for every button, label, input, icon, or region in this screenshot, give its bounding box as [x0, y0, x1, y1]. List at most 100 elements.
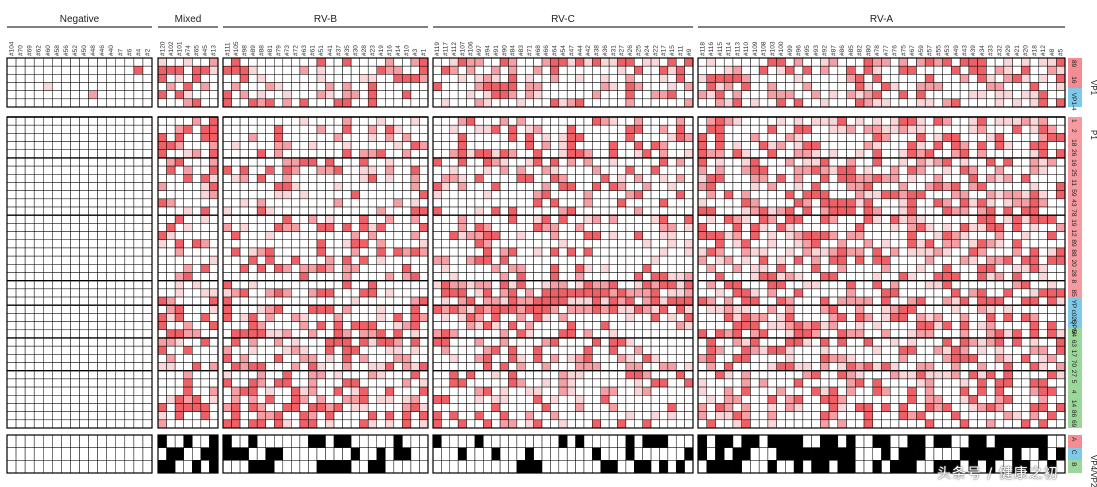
heatmap-cell	[449, 198, 459, 208]
heatmap-cell	[200, 378, 210, 388]
heatmap-cell	[52, 214, 62, 224]
heatmap-cell	[541, 419, 551, 429]
heatmap-cell	[97, 386, 107, 396]
heatmap-cell	[88, 90, 98, 100]
heatmap-cell	[157, 190, 167, 200]
heatmap-cell	[33, 133, 44, 142]
heatmap-cell	[231, 165, 241, 175]
heatmap-cell	[200, 296, 210, 306]
heatmap-cell	[1021, 239, 1031, 249]
heatmap-cell	[142, 74, 153, 83]
heatmap-cell	[1029, 206, 1040, 216]
heatmap-cell	[441, 304, 451, 314]
heatmap-cell	[124, 419, 135, 429]
heatmap-cell	[24, 98, 35, 108]
heatmap-cell	[6, 329, 17, 339]
heatmap-cell	[239, 124, 249, 134]
column-label: #118	[699, 42, 706, 56]
heatmap-cell	[533, 280, 543, 290]
heatmap-cell	[732, 90, 742, 100]
heatmap-cell	[600, 165, 610, 175]
heatmap-cell	[758, 231, 769, 241]
heatmap-cell	[474, 434, 484, 448]
heatmap-cell	[508, 329, 518, 339]
heatmap-cell	[97, 149, 107, 159]
heatmap-cell	[697, 239, 707, 249]
heatmap-cell	[566, 149, 576, 159]
heatmap-cell	[359, 378, 369, 388]
heatmap-cell	[642, 395, 652, 404]
heatmap-cell	[256, 370, 266, 380]
heatmap-cell	[157, 264, 167, 273]
heatmap-cell	[350, 370, 360, 380]
heatmap-cell	[732, 141, 742, 150]
heatmap-cell	[333, 198, 343, 208]
heatmap-cell	[166, 239, 176, 249]
heatmap-cell	[750, 74, 760, 83]
heatmap-cell	[88, 239, 98, 249]
heatmap-cell	[274, 157, 284, 167]
heatmap-cell	[516, 149, 526, 159]
heatmap-cell	[342, 370, 352, 380]
heatmap-cell	[466, 133, 476, 142]
heatmap-cell	[70, 165, 80, 175]
heatmap-cell	[106, 65, 117, 75]
heatmap-cell	[907, 239, 917, 249]
heatmap-cell	[525, 247, 534, 257]
heatmap-cell	[706, 149, 716, 159]
heatmap-cell	[811, 231, 821, 241]
heatmap-cell	[558, 329, 568, 339]
heatmap-cell	[986, 239, 996, 249]
heatmap-cell	[667, 65, 677, 75]
heatmap-cell	[855, 165, 865, 175]
heatmap-cell	[106, 223, 117, 232]
heatmap-cell	[715, 116, 725, 126]
heatmap-cell	[115, 90, 126, 100]
heatmap-cell	[516, 124, 526, 134]
heatmap-cell	[474, 223, 484, 232]
heatmap-cell	[767, 190, 777, 200]
heatmap-cell	[828, 82, 839, 91]
heatmap-cell	[333, 90, 343, 100]
heatmap-cell	[785, 223, 795, 232]
heatmap-cell	[432, 116, 442, 126]
heatmap-cell	[265, 239, 275, 249]
heatmap-cell	[466, 82, 476, 91]
heatmap-cell	[166, 90, 176, 100]
heatmap-cell	[951, 264, 961, 273]
heatmap-cell	[359, 280, 369, 290]
heatmap-cell	[24, 329, 35, 339]
heatmap-cell	[70, 223, 80, 232]
heatmap-cell	[667, 370, 677, 380]
heatmap-cell	[24, 447, 35, 461]
heatmap-cell	[583, 395, 593, 404]
heatmap-cell	[342, 419, 352, 429]
heatmap-cell	[667, 460, 677, 474]
heatmap-cell	[192, 345, 202, 355]
heatmap-cell	[350, 214, 360, 224]
heatmap-cell	[566, 378, 576, 388]
heatmap-cell	[499, 116, 509, 126]
heatmap-cell	[608, 98, 618, 108]
heatmap-cell	[1012, 90, 1022, 100]
heatmap-cell	[684, 288, 694, 298]
heatmap-cell	[667, 313, 677, 322]
heatmap-cell	[174, 460, 184, 474]
heatmap-cell	[61, 272, 71, 281]
heatmap-cell	[166, 280, 176, 290]
heatmap-cell	[274, 255, 284, 265]
heatmap-cell	[183, 57, 193, 67]
heatmap-cell	[124, 403, 135, 412]
heatmap-cell	[907, 133, 917, 142]
heatmap-cell	[457, 57, 467, 67]
column-label: #54	[560, 45, 567, 56]
heatmap-cell	[872, 116, 882, 126]
heatmap-cell	[88, 231, 98, 241]
heatmap-cell	[575, 280, 585, 290]
heatmap-cell	[697, 280, 707, 290]
heatmap-cell	[115, 149, 126, 159]
heatmap-cell	[566, 337, 576, 347]
heatmap-cell	[889, 255, 900, 265]
heatmap-cell	[299, 280, 309, 290]
heatmap-cell	[566, 370, 576, 380]
